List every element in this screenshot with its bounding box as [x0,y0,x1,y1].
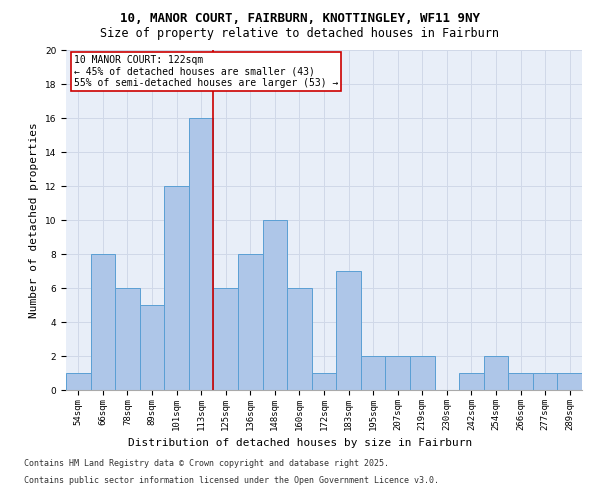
Bar [410,356,434,390]
Text: Contains HM Land Registry data © Crown copyright and database right 2025.: Contains HM Land Registry data © Crown c… [24,458,389,468]
Bar [336,271,361,390]
Text: 10 MANOR COURT: 122sqm
← 45% of detached houses are smaller (43)
55% of semi-det: 10 MANOR COURT: 122sqm ← 45% of detached… [74,55,338,88]
Bar [385,356,410,390]
Text: Distribution of detached houses by size in Fairburn: Distribution of detached houses by size … [128,438,472,448]
Bar [287,288,312,390]
Y-axis label: Number of detached properties: Number of detached properties [29,122,39,318]
Bar [312,373,336,390]
Bar [214,288,238,390]
Text: Contains public sector information licensed under the Open Government Licence v3: Contains public sector information licen… [24,476,439,485]
Bar [508,373,533,390]
Bar [66,373,91,390]
Bar [238,254,263,390]
Bar [533,373,557,390]
Bar [484,356,508,390]
Bar [164,186,189,390]
Bar [263,220,287,390]
Bar [91,254,115,390]
Bar [189,118,214,390]
Bar [361,356,385,390]
Bar [140,305,164,390]
Bar [557,373,582,390]
Bar [459,373,484,390]
Text: 10, MANOR COURT, FAIRBURN, KNOTTINGLEY, WF11 9NY: 10, MANOR COURT, FAIRBURN, KNOTTINGLEY, … [120,12,480,26]
Bar [115,288,140,390]
Text: Size of property relative to detached houses in Fairburn: Size of property relative to detached ho… [101,28,499,40]
